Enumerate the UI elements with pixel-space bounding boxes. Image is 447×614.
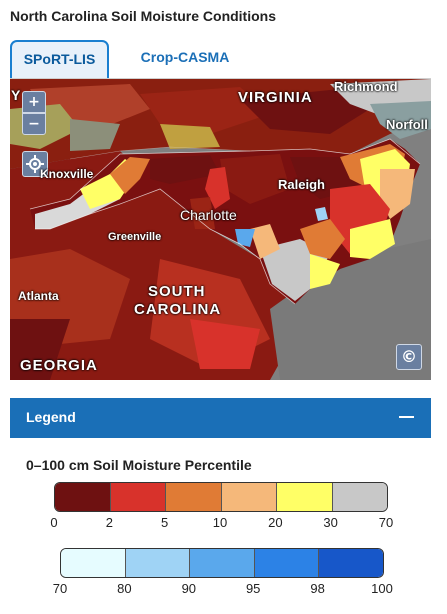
zoom-out-button[interactable]: −: [22, 113, 46, 135]
wet-color-scale: [60, 548, 384, 578]
wet-scale-tick-label: 90: [181, 581, 197, 596]
dry-scale-tick-label: 20: [268, 515, 283, 530]
wet-scale-tick-label: 100: [371, 581, 393, 596]
dry-scale-swatch: [277, 483, 333, 511]
map-label-knoxville: Knoxville: [40, 167, 94, 181]
map-label-charlotte: Charlotte: [180, 207, 237, 223]
map-label-south: SOUTH: [148, 283, 206, 300]
wet-scale-tick-label: 80: [117, 581, 132, 596]
wet-scale-swatch: [61, 549, 126, 577]
gear-icon: [26, 155, 44, 173]
dry-scale-swatch: [110, 483, 166, 511]
dry-scale-swatch: [166, 483, 222, 511]
dry-scale-tick-label: 5: [161, 515, 169, 530]
tab-crop-casma[interactable]: Crop-CASMA: [140, 49, 230, 65]
zoom-in-button[interactable]: +: [22, 91, 46, 113]
page-title: North Carolina Soil Moisture Conditions: [10, 8, 276, 24]
wet-scale-tick-label: 95: [245, 581, 261, 596]
map-label-atlanta: Atlanta: [18, 289, 59, 303]
wet-scale-tick-label: 70: [52, 581, 68, 596]
dry-scale-tick-label: 10: [212, 515, 228, 530]
map-label-virginia: VIRGINIA: [238, 89, 313, 106]
tab-sport-lis[interactable]: SPoRT-LIS: [10, 40, 109, 78]
map-label-norfolk: Norfoll: [386, 117, 428, 132]
dry-scale-swatch: [221, 483, 277, 511]
map-label-georgia: GEORGIA: [20, 357, 98, 374]
dry-color-scale: [54, 482, 388, 512]
wet-scale-swatch: [125, 549, 191, 577]
wet-scale-swatch: [319, 549, 383, 577]
locate-button[interactable]: [22, 151, 48, 177]
wet-scale-swatch: [190, 549, 255, 577]
map-label-y: Y: [11, 87, 21, 103]
dry-scale-tick-label: 2: [105, 515, 113, 530]
tab-bar: SPoRT-LIS Crop-CASMA: [10, 40, 431, 79]
soil-moisture-map[interactable]: + − © Y VIRGINIA Richmond Norfoll Knoxvi…: [10, 79, 431, 380]
map-label-richmond: Richmond: [334, 79, 398, 94]
map-label-greenville: Greenville: [108, 231, 162, 243]
dry-scale-tick-label: 0: [50, 515, 58, 530]
dry-scale-swatch: [332, 483, 387, 511]
dry-scale-swatch: [55, 483, 111, 511]
wet-scale-tick-label: 98: [310, 581, 325, 596]
legend-subtitle: 0–100 cm Soil Moisture Percentile: [26, 457, 252, 473]
wet-scale-swatch: [254, 549, 320, 577]
legend-title: Legend: [26, 409, 76, 425]
legend-header[interactable]: Legend: [10, 398, 431, 438]
collapse-icon[interactable]: [397, 405, 417, 429]
map-label-raleigh: Raleigh: [278, 177, 325, 192]
map-label-carolina: CAROLINA: [134, 301, 222, 318]
dry-scale-tick-label: 70: [378, 515, 394, 530]
attribution-button[interactable]: ©: [396, 344, 422, 370]
map-canvas: [10, 79, 431, 380]
dry-scale-tick-label: 30: [323, 515, 338, 530]
